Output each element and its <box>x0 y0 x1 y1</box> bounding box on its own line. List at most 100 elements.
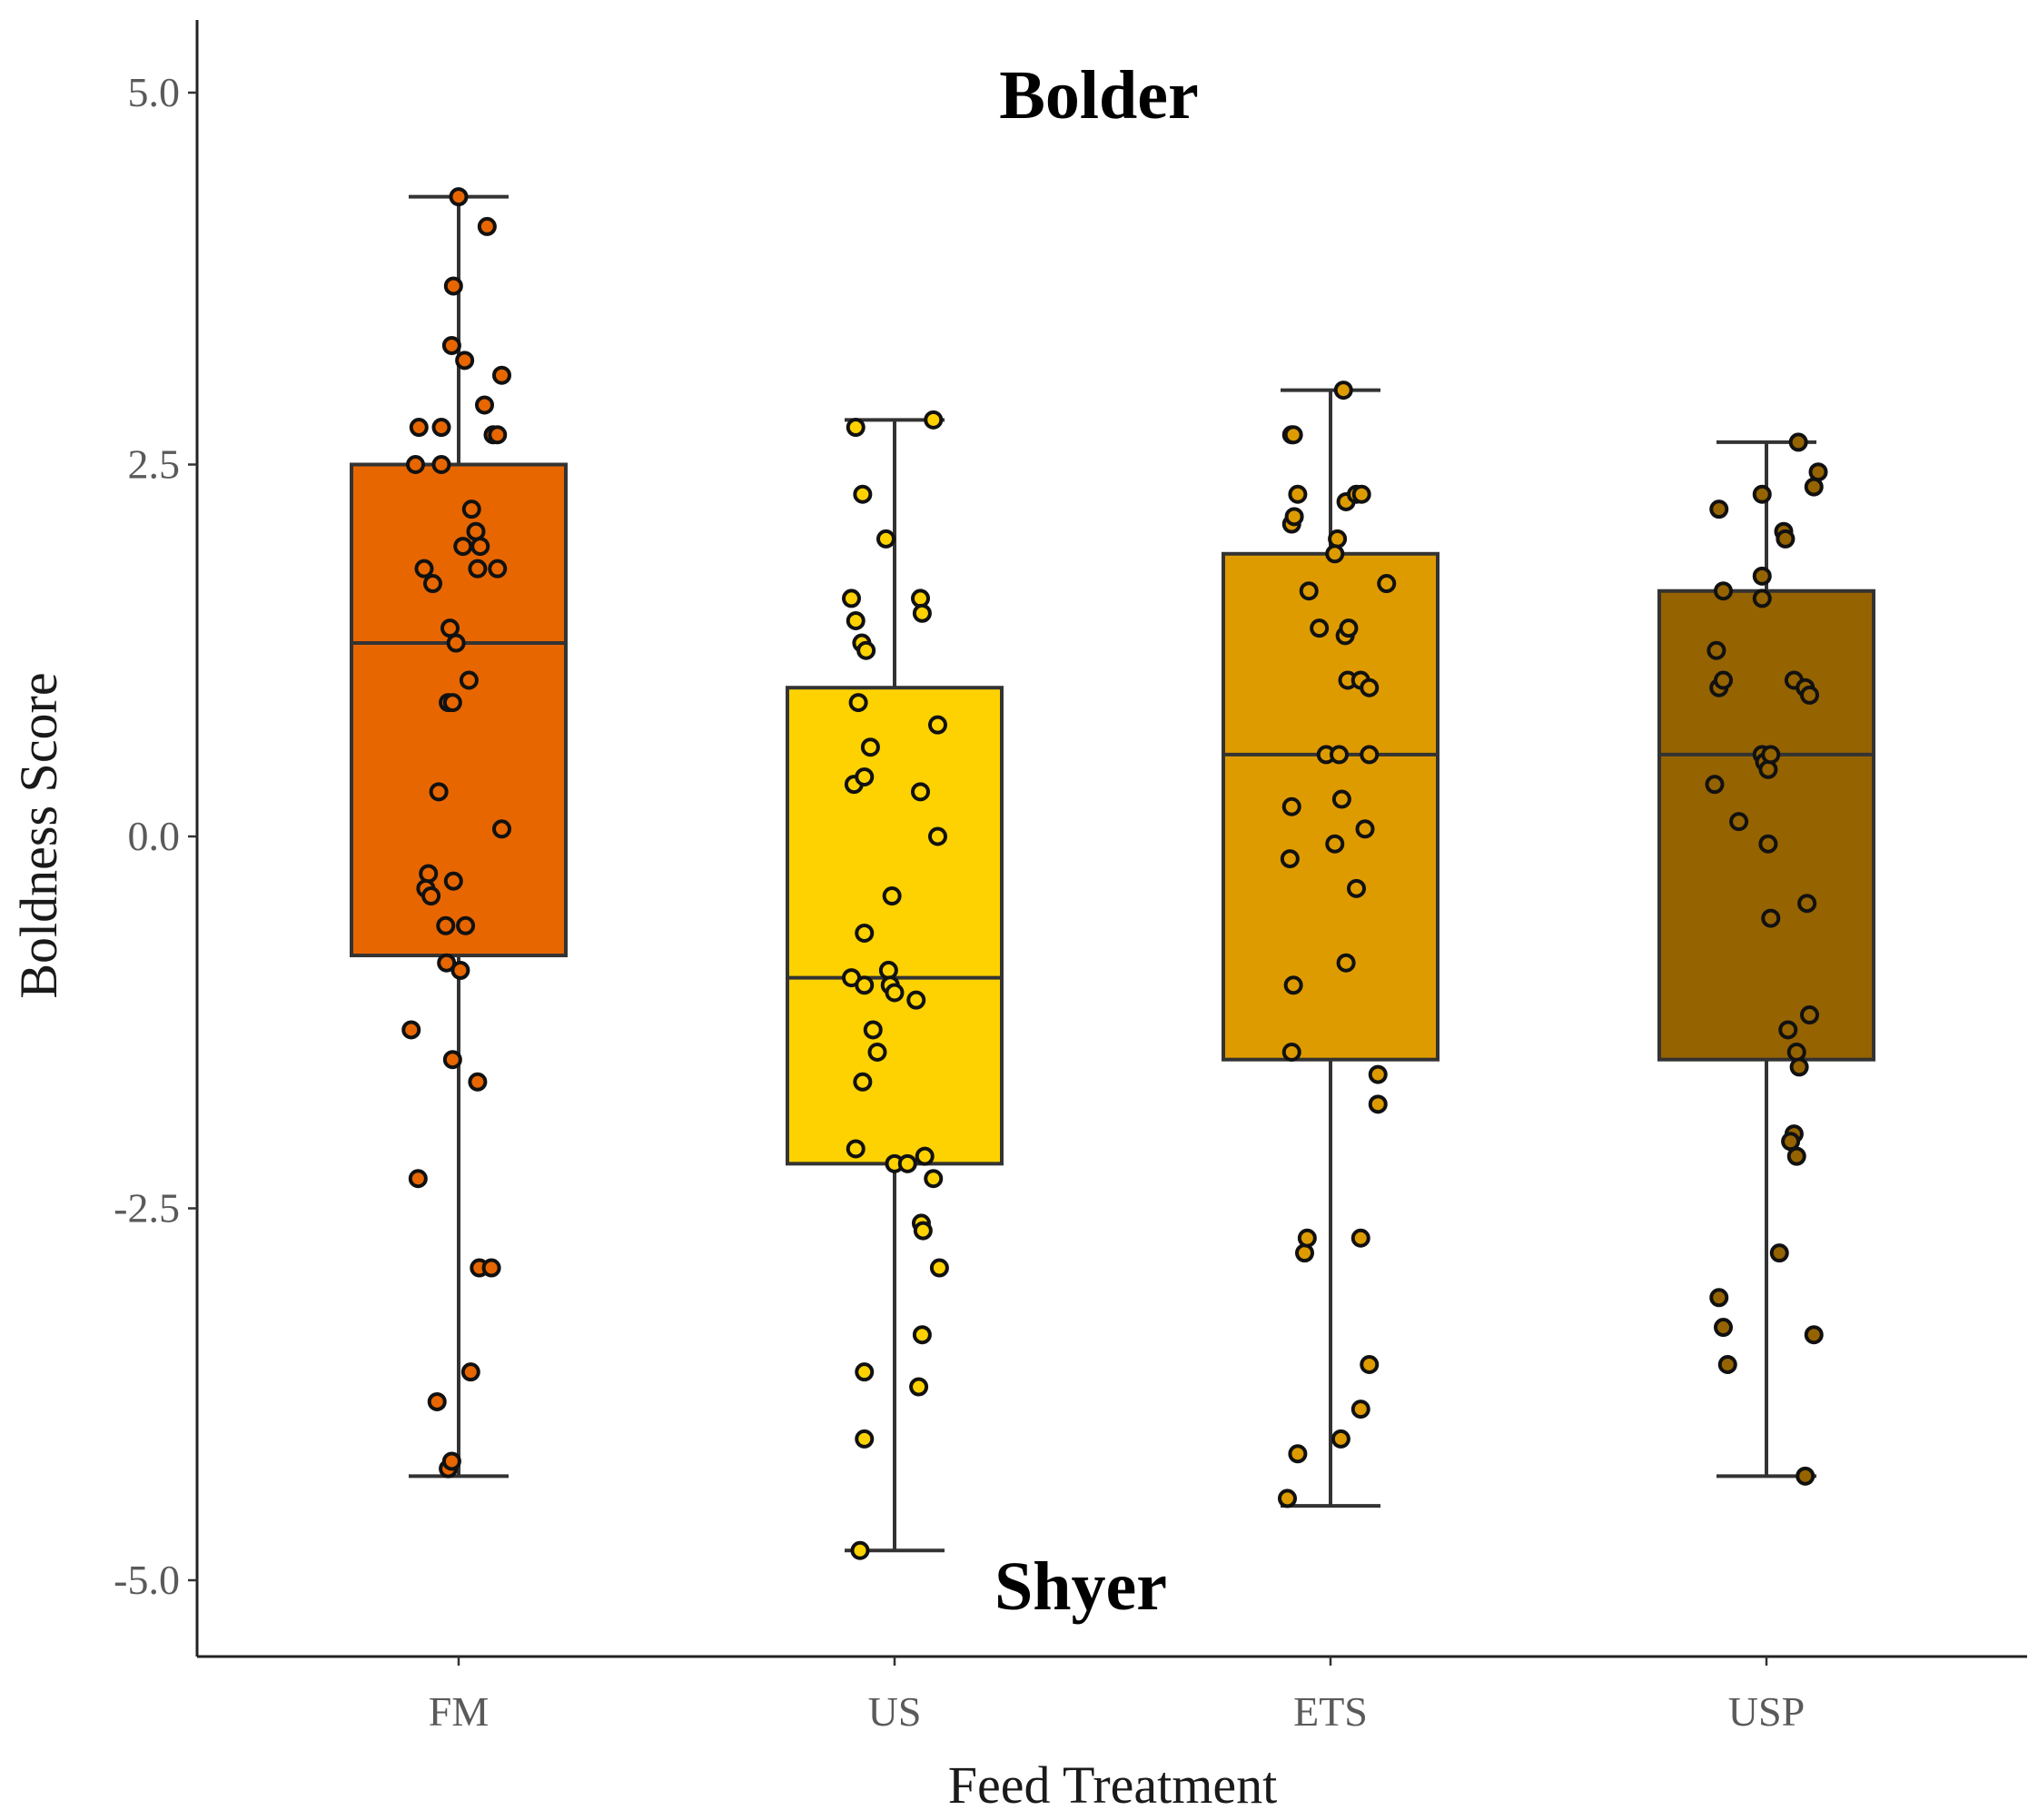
box-ets <box>1222 551 1439 1062</box>
data-point <box>437 953 457 973</box>
data-point <box>1330 745 1349 765</box>
data-point <box>481 1258 501 1278</box>
data-point <box>913 1221 933 1241</box>
box-us <box>786 686 1004 1166</box>
data-point <box>408 1169 428 1189</box>
data-point <box>1797 894 1817 914</box>
data-point <box>1299 581 1319 601</box>
y-tick-label: 2.5 <box>128 441 181 488</box>
data-point <box>1761 908 1781 928</box>
data-point <box>1283 425 1303 445</box>
data-point <box>1788 432 1808 452</box>
data-point <box>882 886 902 906</box>
data-point <box>853 484 873 504</box>
data-point <box>468 559 488 579</box>
points-layer <box>401 187 1828 1560</box>
x-tick-label: USP <box>1728 1688 1805 1735</box>
data-point <box>414 559 434 579</box>
data-point <box>406 455 425 474</box>
data-point <box>1758 759 1778 779</box>
data-point <box>848 693 868 713</box>
data-point <box>442 1050 462 1070</box>
data-point <box>1368 1094 1388 1114</box>
data-point <box>846 1139 866 1159</box>
data-point <box>427 1391 447 1411</box>
data-point <box>488 425 508 445</box>
data-point <box>1331 789 1351 809</box>
data-point <box>1714 581 1733 601</box>
data-point <box>1336 953 1356 973</box>
data-point <box>850 1540 870 1560</box>
x-tick-label: US <box>868 1688 922 1735</box>
data-point <box>1769 1243 1789 1263</box>
data-point <box>1796 1466 1815 1486</box>
data-point <box>442 693 462 713</box>
data-point <box>928 715 947 735</box>
box-usp <box>1657 589 1875 1062</box>
data-point <box>1776 529 1796 549</box>
data-point <box>1281 1043 1301 1063</box>
data-point <box>853 1072 873 1092</box>
x-tick-label: ETS <box>1293 1688 1368 1735</box>
data-point <box>1295 1243 1314 1263</box>
data-point <box>1717 1354 1737 1374</box>
data-point <box>459 670 479 690</box>
data-point <box>461 500 481 519</box>
data-point <box>470 537 490 557</box>
data-point <box>443 871 463 891</box>
data-point <box>1729 812 1749 832</box>
data-point <box>1355 819 1375 839</box>
data-point <box>401 1020 421 1040</box>
data-point <box>429 782 449 802</box>
data-point <box>1360 1354 1380 1374</box>
data-point <box>860 737 880 757</box>
data-point <box>419 864 439 884</box>
data-point <box>421 886 441 906</box>
data-point <box>1709 500 1729 519</box>
data-point <box>1350 1400 1370 1419</box>
data-point <box>912 603 932 623</box>
data-point <box>1786 1146 1806 1166</box>
data-point <box>928 826 947 846</box>
y-tick-label: -2.5 <box>114 1185 180 1231</box>
data-point <box>488 559 508 579</box>
data-point <box>855 1362 875 1382</box>
data-point <box>443 276 463 296</box>
data-point <box>468 1072 488 1092</box>
data-point <box>441 335 461 355</box>
data-point <box>906 990 926 1010</box>
data-point <box>1714 670 1733 690</box>
data-point <box>1758 834 1778 854</box>
data-point <box>842 589 861 608</box>
data-point <box>460 1362 480 1382</box>
data-point <box>885 983 905 1003</box>
data-point <box>911 782 930 802</box>
y-tick-label: 5.0 <box>128 69 181 115</box>
data-point <box>911 589 930 608</box>
data-point <box>929 1258 949 1278</box>
data-point <box>1281 796 1301 816</box>
data-point <box>441 1451 461 1471</box>
data-point <box>492 365 511 385</box>
data-point <box>477 216 497 236</box>
data-point <box>423 574 442 594</box>
data-point <box>1707 640 1726 660</box>
data-point <box>846 610 866 630</box>
data-point <box>1800 1005 1819 1025</box>
data-point <box>1333 381 1353 401</box>
data-point <box>1377 574 1397 594</box>
data-point <box>453 537 473 557</box>
annotation-bolder: Bolder <box>999 57 1199 134</box>
x-tick-label: FM <box>429 1688 489 1735</box>
data-point <box>1804 477 1824 497</box>
whiskers-layer <box>409 194 1816 1553</box>
data-point <box>1351 484 1371 504</box>
data-point <box>1800 685 1819 705</box>
y-ticks: 5.0 2.5 0.0 -2.5 -5.0 <box>114 69 197 1603</box>
annotation-shyer: Shyer <box>994 1548 1167 1625</box>
data-point <box>855 1429 875 1449</box>
data-point <box>855 767 875 786</box>
data-point <box>1297 1228 1317 1248</box>
data-point <box>455 351 475 371</box>
